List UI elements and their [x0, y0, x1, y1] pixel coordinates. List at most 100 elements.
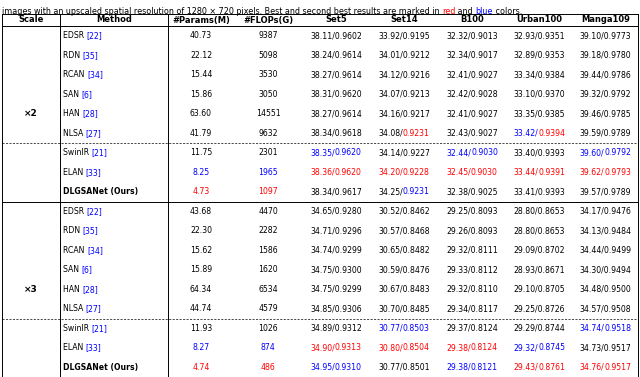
Text: 9632: 9632 — [259, 129, 278, 138]
Text: [35]: [35] — [83, 51, 99, 60]
Text: 39.10/0.9773: 39.10/0.9773 — [580, 31, 631, 40]
Text: 33.40/0.9393: 33.40/0.9393 — [514, 148, 565, 157]
Text: 38.11/0.9602: 38.11/0.9602 — [310, 31, 362, 40]
Text: 22.30: 22.30 — [190, 226, 212, 235]
Text: 29.34/0.8117: 29.34/0.8117 — [446, 304, 498, 313]
Text: 38.31/0.9620: 38.31/0.9620 — [310, 90, 362, 99]
Text: DLGSANet (Ours): DLGSANet (Ours) — [63, 187, 138, 196]
Text: 0.9792: 0.9792 — [604, 148, 631, 157]
Text: 0.9313: 0.9313 — [335, 343, 362, 352]
Text: 33.92/0.9195: 33.92/0.9195 — [378, 31, 430, 40]
Text: 32.89/0.9353: 32.89/0.9353 — [514, 51, 565, 60]
Text: NLSA: NLSA — [63, 304, 86, 313]
Text: 29.29/0.8744: 29.29/0.8744 — [514, 324, 565, 333]
Text: [28]: [28] — [83, 109, 98, 118]
Text: 0.8761: 0.8761 — [538, 363, 565, 372]
Text: 0.9231: 0.9231 — [403, 129, 430, 138]
Text: Method: Method — [96, 15, 132, 25]
Text: 14551: 14551 — [255, 109, 280, 118]
Text: 4.74: 4.74 — [192, 363, 210, 372]
Text: 32.41/0.9027: 32.41/0.9027 — [446, 70, 498, 79]
Text: 34.01/0.9212: 34.01/0.9212 — [378, 51, 430, 60]
Text: 0.8745: 0.8745 — [538, 343, 565, 352]
Text: 32.43/0.9027: 32.43/0.9027 — [446, 129, 498, 138]
Text: [6]: [6] — [81, 265, 92, 274]
Text: 29.32/0.8111: 29.32/0.8111 — [446, 246, 498, 255]
Text: B100: B100 — [460, 15, 484, 25]
Text: #Params(M): #Params(M) — [172, 15, 230, 25]
Text: ELAN: ELAN — [63, 343, 86, 352]
Text: 34.85/0.9306: 34.85/0.9306 — [310, 304, 362, 313]
Text: RDN: RDN — [63, 51, 83, 60]
Text: 29.10/0.8705: 29.10/0.8705 — [514, 285, 565, 294]
Text: 34.75/0.9300: 34.75/0.9300 — [310, 265, 362, 274]
Text: 39.59/0.9789: 39.59/0.9789 — [580, 129, 631, 138]
Text: 29.25/0.8726: 29.25/0.8726 — [514, 304, 565, 313]
Text: 34.74/0.9299: 34.74/0.9299 — [310, 246, 362, 255]
Text: EDSR: EDSR — [63, 207, 86, 216]
Text: [34]: [34] — [87, 70, 103, 79]
Text: SAN: SAN — [63, 90, 81, 99]
Text: 15.89: 15.89 — [190, 265, 212, 274]
Text: RCAN: RCAN — [63, 70, 87, 79]
Text: 0.9228: 0.9228 — [403, 168, 430, 177]
Text: 30.67/0.8483: 30.67/0.8483 — [378, 285, 430, 294]
Text: 29.32/: 29.32/ — [514, 343, 538, 352]
Text: 30.70/0.8485: 30.70/0.8485 — [378, 304, 430, 313]
Text: 11.93: 11.93 — [190, 324, 212, 333]
Text: 0.9391: 0.9391 — [538, 168, 565, 177]
Text: 29.38/: 29.38/ — [446, 343, 471, 352]
Text: 4470: 4470 — [258, 207, 278, 216]
Text: 41.79: 41.79 — [190, 129, 212, 138]
Text: 34.12/0.9216: 34.12/0.9216 — [378, 70, 430, 79]
Text: and: and — [456, 6, 476, 15]
Text: 30.52/0.8462: 30.52/0.8462 — [378, 207, 430, 216]
Text: 39.46/0.9785: 39.46/0.9785 — [580, 109, 631, 118]
Text: [28]: [28] — [83, 285, 98, 294]
Text: 4579: 4579 — [258, 304, 278, 313]
Text: 34.48/0.9500: 34.48/0.9500 — [580, 285, 632, 294]
Text: 33.34/0.9384: 33.34/0.9384 — [514, 70, 565, 79]
Text: 30.65/0.8482: 30.65/0.8482 — [378, 246, 430, 255]
Text: 34.57/0.9508: 34.57/0.9508 — [580, 304, 631, 313]
Text: 38.27/0.9614: 38.27/0.9614 — [310, 109, 362, 118]
Text: HAN: HAN — [63, 109, 83, 118]
Text: [27]: [27] — [86, 129, 102, 138]
Text: 34.89/0.9312: 34.89/0.9312 — [310, 324, 362, 333]
Text: 9387: 9387 — [259, 31, 278, 40]
Text: 1965: 1965 — [258, 168, 278, 177]
Text: colors.: colors. — [493, 6, 522, 15]
Text: 32.44/: 32.44/ — [446, 148, 471, 157]
Text: 874: 874 — [260, 343, 275, 352]
Text: 30.57/0.8468: 30.57/0.8468 — [378, 226, 430, 235]
Text: ELAN: ELAN — [63, 168, 86, 177]
Text: 34.44/0.9499: 34.44/0.9499 — [579, 246, 632, 255]
Text: RDN: RDN — [63, 226, 83, 235]
Text: 34.65/0.9280: 34.65/0.9280 — [310, 207, 362, 216]
Text: 8.27: 8.27 — [193, 343, 209, 352]
Text: 29.37/0.8124: 29.37/0.8124 — [446, 324, 498, 333]
Text: 38.35/: 38.35/ — [310, 148, 335, 157]
Text: 29.32/0.8110: 29.32/0.8110 — [446, 285, 498, 294]
Text: 44.74: 44.74 — [190, 304, 212, 313]
Text: 3530: 3530 — [259, 70, 278, 79]
Text: 38.34/0.9618: 38.34/0.9618 — [310, 129, 362, 138]
Text: 0.9030: 0.9030 — [471, 148, 498, 157]
Text: 34.07/0.9213: 34.07/0.9213 — [378, 90, 430, 99]
Text: 22.12: 22.12 — [190, 51, 212, 60]
Text: 29.26/0.8093: 29.26/0.8093 — [446, 226, 498, 235]
Text: 0.9620: 0.9620 — [335, 148, 362, 157]
Text: Scale: Scale — [19, 15, 44, 25]
Text: 32.41/0.9027: 32.41/0.9027 — [446, 109, 498, 118]
Text: 32.32/0.9013: 32.32/0.9013 — [446, 31, 498, 40]
Text: 15.62: 15.62 — [190, 246, 212, 255]
Text: 39.57/0.9789: 39.57/0.9789 — [580, 187, 631, 196]
Text: [6]: [6] — [81, 90, 92, 99]
Text: Set14: Set14 — [390, 15, 418, 25]
Text: Urban100: Urban100 — [516, 15, 563, 25]
Text: 28.80/0.8653: 28.80/0.8653 — [514, 207, 565, 216]
Text: 43.68: 43.68 — [190, 207, 212, 216]
Text: 34.25/: 34.25/ — [378, 187, 403, 196]
Text: 40.73: 40.73 — [190, 31, 212, 40]
Text: 30.77/: 30.77/ — [378, 324, 403, 333]
